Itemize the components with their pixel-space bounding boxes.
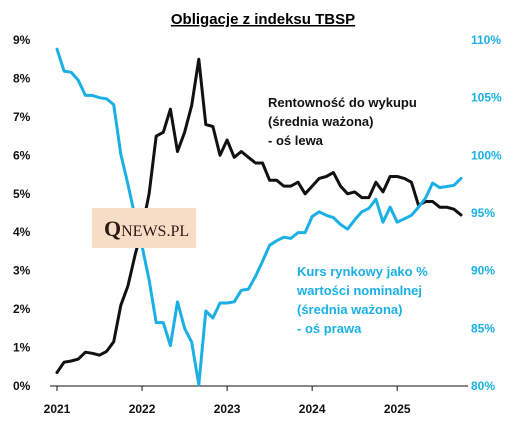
- chart-title: Obligacje z indeksu TBSP: [171, 11, 355, 28]
- left-tick-label: 0%: [13, 379, 31, 393]
- x-tick-label: 2023: [214, 402, 241, 416]
- logo-box: [92, 208, 196, 248]
- annotation-black: Rentowność do wykupu (średnia ważona) - …: [268, 95, 417, 148]
- x-tick-label: 2022: [129, 402, 156, 416]
- left-tick-label: 2%: [13, 302, 31, 316]
- annotation-blue-line-1: Kurs rynkowy jako %: [297, 264, 428, 279]
- logo-q: Q: [104, 216, 121, 241]
- annotation-black-line-1: Rentowność do wykupu: [268, 95, 417, 110]
- annotation-blue: Kurs rynkowy jako % wartości nominalnej …: [296, 264, 428, 336]
- left-tick-label: 3%: [13, 264, 31, 278]
- left-tick-label: 9%: [13, 33, 31, 47]
- annotation-black-line-2: (średnia ważona): [268, 114, 373, 129]
- series-layer: [55, 47, 463, 387]
- right-tick-label: 100%: [471, 148, 502, 162]
- logo-text: QNEWS.PL: [104, 216, 189, 241]
- annotation-black-line-3: - oś lewa: [268, 133, 324, 148]
- right-axis-ticks: 80% 85% 90% 95% 100% 105% 110%: [471, 33, 502, 393]
- logo: QNEWS.PL: [92, 208, 196, 248]
- left-tick-label: 6%: [13, 148, 31, 162]
- series-line-price: [55, 47, 463, 387]
- annotation-blue-line-4: - oś prawa: [297, 321, 362, 336]
- right-tick-label: 85%: [471, 321, 495, 335]
- x-tick-label: 2025: [384, 402, 411, 416]
- x-axis-ticks: 2021 2022 2023 2024 2025: [44, 386, 411, 416]
- annotation-blue-line-2: wartości nominalnej: [296, 283, 422, 298]
- right-tick-label: 110%: [471, 33, 501, 47]
- left-tick-label: 8%: [13, 71, 31, 85]
- annotation-blue-line-3: (średnia ważona): [297, 302, 402, 317]
- left-tick-label: 5%: [13, 187, 31, 201]
- right-tick-label: 90%: [471, 264, 495, 278]
- x-tick-label: 2021: [44, 402, 71, 416]
- left-tick-label: 7%: [13, 110, 31, 124]
- right-tick-label: 80%: [471, 379, 495, 393]
- left-axis-ticks: 0% 1% 2% 3% 4% 5% 6% 7% 8% 9%: [13, 33, 31, 393]
- series-line-yield: [55, 57, 463, 374]
- right-tick-label: 95%: [471, 206, 495, 220]
- x-tick-label: 2024: [299, 402, 326, 416]
- logo-rest: NEWS.PL: [121, 223, 189, 240]
- right-tick-label: 105%: [471, 91, 502, 105]
- left-tick-label: 1%: [13, 341, 31, 355]
- left-tick-label: 4%: [13, 225, 31, 239]
